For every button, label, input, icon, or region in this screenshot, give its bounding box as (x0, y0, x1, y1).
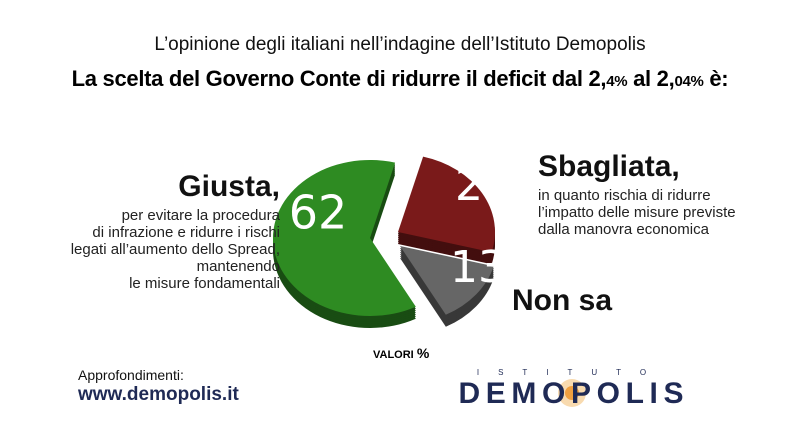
title-part: al 2, (627, 66, 675, 91)
approfondimenti-label: Approfondimenti: (78, 367, 184, 383)
desc-line: le misure fondamentali (129, 275, 280, 292)
slice-sbagliata (398, 156, 495, 253)
slice-giusta (272, 159, 416, 316)
slice-non-sa (400, 246, 494, 315)
desc-line: l’impatto delle misure previste (538, 204, 736, 221)
desc-line: mantenendo (196, 258, 280, 275)
website-link[interactable]: www.demopolis.it (78, 384, 239, 405)
slice-desc-sbagliata: in quanto rischia di ridurre l’impatto de… (538, 187, 736, 238)
slice-sbagliata-value: 25 (455, 160, 511, 211)
valori-text: VALORI (373, 349, 414, 361)
title-part: 4% (606, 73, 628, 90)
slice-non-sa-value: 13 (450, 242, 506, 293)
unit-label: VALORI % (373, 345, 429, 361)
demopolis-logo: ISTITUTO DEMOPOLIS (459, 368, 684, 407)
desc-line: legati all’aumento dello Spread, (70, 241, 280, 258)
desc-line: per evitare la procedura (121, 207, 280, 224)
svg-text:ISTITUTO: ISTITUTO (477, 368, 665, 377)
title-part: è: (703, 66, 729, 91)
valori-pct: % (416, 345, 430, 361)
slice-desc-giusta: per evitare la procedura di infrazione e … (71, 207, 280, 292)
subtitle: L’opinione degli italiani nell’indagine … (154, 34, 646, 55)
desc-line: in quanto rischia di ridurre (538, 187, 711, 204)
title-part: La scelta del Governo Conte di ridurre i… (71, 66, 607, 91)
svg-text:DEMOPOLIS: DEMOPOLIS (459, 377, 684, 407)
slice-label-giusta: Giusta, (178, 170, 280, 203)
desc-line: dalla manovra economica (538, 221, 709, 238)
slice-label-sbagliata: Sbagliata, (538, 150, 680, 183)
title-part: 04% (674, 73, 704, 90)
slice-giusta-value: 62 (289, 186, 348, 240)
desc-line: di infrazione e ridurre i rischi (92, 224, 280, 241)
slice-label-non-sa: Non sa (512, 284, 613, 317)
chart-title: La scelta del Governo Conte di ridurre i… (0, 66, 800, 92)
